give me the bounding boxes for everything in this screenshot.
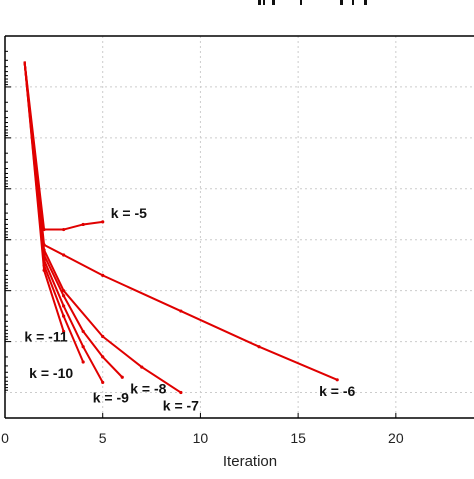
data-point — [62, 294, 66, 298]
data-point — [81, 329, 85, 334]
data-point — [101, 334, 105, 339]
series-annotation: k = -6 — [319, 383, 355, 399]
title-fragment-mark — [272, 0, 275, 5]
data-point — [62, 253, 66, 257]
data-point — [257, 345, 261, 349]
x-tick-label: 10 — [193, 430, 209, 446]
data-point — [81, 222, 85, 227]
data-point — [120, 375, 124, 379]
data-point — [101, 220, 105, 224]
data-point — [62, 304, 66, 308]
data-point — [62, 329, 66, 334]
data-point — [62, 314, 66, 318]
title-fragment-mark — [352, 0, 354, 5]
data-point — [62, 227, 66, 232]
data-point — [42, 268, 46, 272]
series-annotation: k = -10 — [29, 365, 73, 381]
title-fragment-mark — [258, 0, 261, 5]
data-point — [101, 273, 105, 277]
data-point — [140, 365, 144, 369]
series-layer — [23, 61, 339, 395]
data-point — [179, 309, 183, 313]
series-annotation: k = -11 — [24, 328, 67, 344]
series-annotation: k = -8 — [130, 380, 166, 396]
x-tick-label: 15 — [290, 430, 306, 446]
data-point — [101, 380, 105, 384]
grid-layer — [5, 35, 474, 418]
series-annotation: k = -9 — [93, 389, 129, 405]
x-tick-label: 0 — [1, 430, 9, 446]
x-tick-label: 20 — [388, 430, 404, 446]
data-point — [101, 355, 105, 359]
series-annotation: k = -5 — [111, 205, 147, 221]
series-annotation: k = -7 — [163, 398, 199, 414]
cropped-title-fragment — [258, 0, 367, 5]
title-fragment-mark — [263, 0, 265, 5]
x-tick-label: 5 — [99, 430, 107, 446]
frame-layer — [4, 35, 474, 419]
x-axis-title: Iteration — [223, 453, 277, 470]
data-point — [81, 345, 85, 349]
data-point — [81, 360, 85, 364]
title-fragment-mark — [300, 0, 302, 5]
data-point — [335, 378, 339, 382]
title-fragment-mark — [340, 0, 343, 5]
data-point — [62, 289, 66, 293]
data-point — [179, 390, 183, 395]
label-layer: 0 5 10 15 20 k = -5 k = -6 k = -7 k = -8k = -9 k … — [1, 205, 404, 446]
title-fragment-mark — [364, 0, 367, 5]
